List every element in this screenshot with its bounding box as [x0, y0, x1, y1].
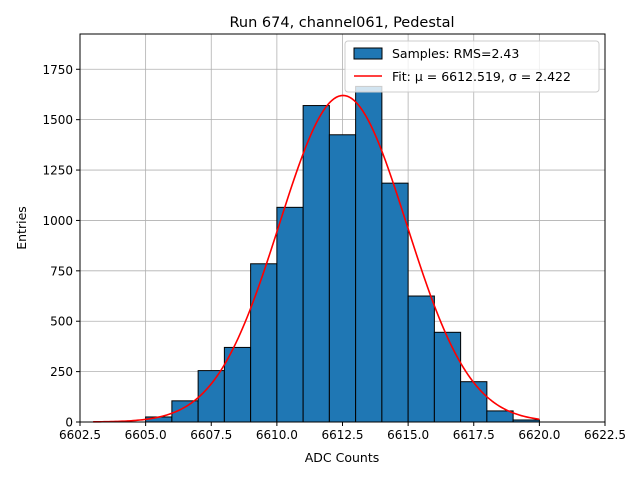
fit-curve-layer: [93, 94, 540, 423]
y-tick-label: 500: [50, 315, 73, 329]
legend: Samples: RMS=2.43 Fit: μ = 6612.519, σ =…: [344, 40, 600, 93]
histogram-bar: [355, 85, 383, 423]
histogram-bar: [302, 105, 330, 423]
y-tick-label: 0: [65, 416, 73, 430]
y-tick-label: 750: [50, 264, 73, 278]
x-tick-label: 6620.0: [518, 428, 560, 442]
histogram-bar: [250, 263, 278, 423]
y-tick-label: 1750: [42, 63, 73, 77]
histogram-bar: [486, 410, 514, 423]
histogram-bars: [145, 85, 540, 423]
histogram-bar: [381, 182, 409, 423]
legend-box: [344, 40, 600, 93]
histogram-bar: [433, 331, 462, 423]
x-axis-label: ADC Counts: [305, 450, 380, 465]
y-axis-ticks: 0 250 500 750 1000 1250 1500 1750: [42, 63, 80, 430]
histogram-bar: [460, 381, 488, 423]
x-tick-label: 6605.0: [125, 428, 167, 442]
fit-curve: [93, 94, 540, 423]
x-axis-ticks: 6602.5 6605.0 6607.5 6610.0 6612.5 6615.0 6617…: [59, 422, 626, 442]
legend-histogram-label: Samples: RMS=2.43: [392, 46, 519, 61]
legend-fit-label: Fit: μ = 6612.519, σ = 2.422: [392, 69, 571, 84]
x-tick-label: 6610.0: [256, 428, 298, 442]
x-tick-label: 6612.5: [322, 428, 364, 442]
y-tick-label: 1250: [42, 164, 73, 178]
histogram-bar: [276, 206, 304, 423]
histogram-bar: [328, 134, 357, 423]
x-tick-label: 6617.5: [453, 428, 495, 442]
x-tick-label: 6607.5: [190, 428, 232, 442]
x-tick-label: 6602.5: [59, 428, 101, 442]
histogram-bar: [407, 295, 435, 423]
chart-title: Run 674, channel061, Pedestal: [229, 15, 454, 31]
y-tick-label: 250: [50, 365, 73, 379]
x-tick-label: 6615.0: [387, 428, 429, 442]
y-axis-label: Entries: [14, 206, 29, 250]
y-tick-label: 1500: [42, 113, 73, 127]
histogram-bar: [197, 370, 225, 423]
legend-histogram-swatch: [353, 47, 383, 60]
y-tick-label: 1000: [42, 214, 73, 228]
x-tick-label: 6622.5: [584, 428, 626, 442]
